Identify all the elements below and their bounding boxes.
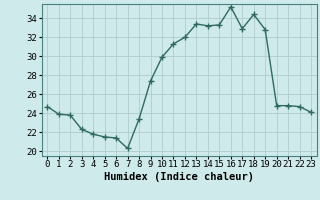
X-axis label: Humidex (Indice chaleur): Humidex (Indice chaleur) xyxy=(104,172,254,182)
